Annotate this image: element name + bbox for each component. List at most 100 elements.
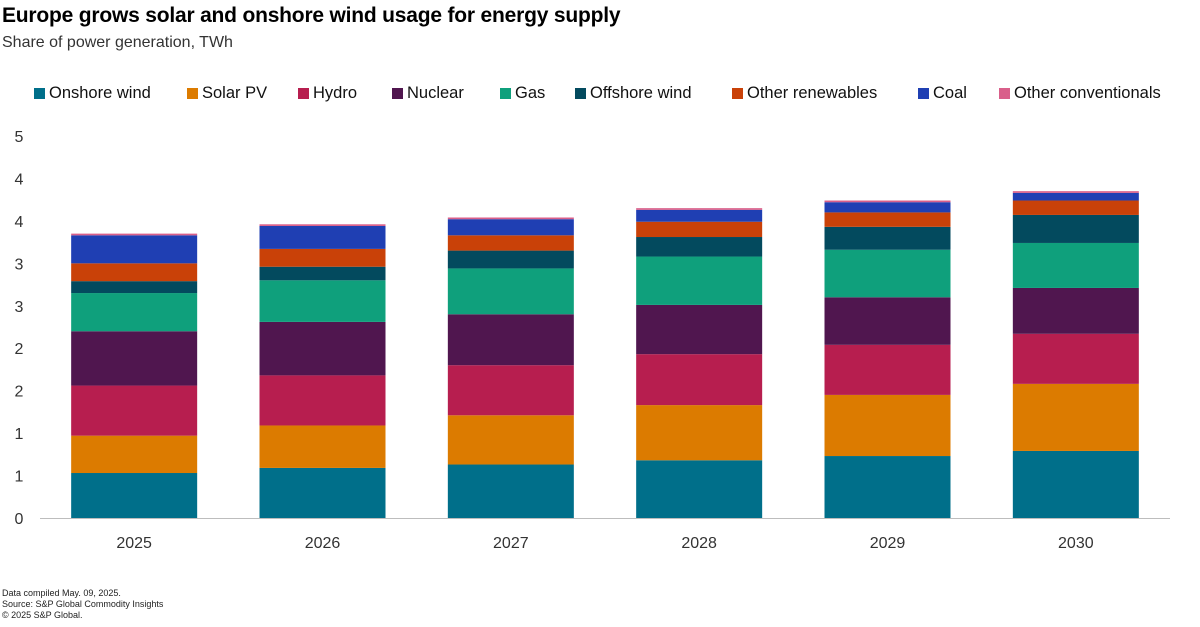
bar-segment-other-renewables (447, 235, 574, 251)
bar-segment-gas (71, 293, 198, 332)
bar-segment-solar-pv (447, 415, 574, 465)
bar-segment-other-conventionals (636, 208, 763, 210)
bar-segment-onshore-wind (824, 456, 951, 518)
legend-swatch (34, 88, 45, 99)
bar-segment-coal (824, 202, 951, 213)
bar-segment-coal (636, 209, 763, 222)
legend-label: Nuclear (407, 84, 464, 102)
bar-segment-other-conventionals (259, 224, 386, 226)
bar-segment-nuclear (824, 297, 951, 345)
bar-segment-other-conventionals (1012, 191, 1139, 193)
legend-item-coal: Coal (918, 84, 967, 103)
bar-segment-onshore-wind (71, 473, 198, 518)
y-tick-label: 4 (15, 171, 24, 188)
legend-swatch (999, 88, 1010, 99)
bar-segment-solar-pv (71, 435, 198, 474)
footer-copyright: © 2025 S&P Global. (2, 610, 83, 620)
bar-segment-nuclear (1012, 287, 1139, 334)
bar-segment-nuclear (71, 331, 198, 386)
bar-segment-other-renewables (71, 263, 198, 282)
bar-segment-hydro (259, 375, 386, 426)
bar-segment-solar-pv (636, 405, 763, 461)
legend-item-other-conventionals: Other conventionals (999, 84, 1161, 103)
bar-segment-gas (824, 249, 951, 298)
bar-segment-other-conventionals (824, 200, 951, 203)
stacked-bar-chart: 0 1 1 2 2 3 3 4 4 5 2025 2026 2027 2028 2029 2030 (15, 129, 1170, 552)
legend-swatch (575, 88, 586, 99)
chart-legend: Onshore wind Solar PV Hydro Nuclear Gas … (0, 84, 1200, 104)
bar-segment-hydro (636, 354, 763, 406)
legend-item-gas: Gas (500, 84, 545, 103)
legend-swatch (298, 88, 309, 99)
legend-swatch (732, 88, 743, 99)
bar-segment-offshore-wind (636, 237, 763, 257)
legend-label: Offshore wind (590, 84, 692, 102)
legend-item-offshore-wind: Offshore wind (575, 84, 692, 103)
x-tick-label: 2028 (681, 535, 717, 552)
legend-swatch (918, 88, 929, 99)
bar-segment-nuclear (447, 314, 574, 366)
y-tick-label: 2 (15, 341, 24, 358)
bar-segment-onshore-wind (1012, 450, 1139, 518)
legend-item-nuclear: Nuclear (392, 84, 464, 103)
bar-segment-gas (447, 268, 574, 315)
chart-footer: Data compiled May. 09, 2025. Source: S&P… (2, 588, 163, 621)
bar-segment-other-renewables (636, 221, 763, 238)
bar-segment-gas (1012, 242, 1139, 288)
legend-swatch (500, 88, 511, 99)
bar-segment-gas (636, 256, 763, 305)
bar-segment-offshore-wind (824, 226, 951, 250)
x-tick-label: 2027 (493, 535, 529, 552)
x-tick-label: 2029 (870, 535, 906, 552)
bar-segment-other-renewables (824, 212, 951, 227)
footer-compiled: Data compiled May. 09, 2025. (2, 588, 121, 598)
legend-label: Hydro (313, 84, 358, 102)
y-tick-label: 0 (15, 511, 24, 528)
y-tick-label: 1 (15, 469, 24, 486)
bar-segment-other-conventionals (71, 233, 198, 236)
legend-label: Other conventionals (1014, 84, 1161, 102)
y-tick-label: 1 (15, 426, 24, 443)
bar-segment-other-conventionals (447, 217, 574, 220)
y-tick-label: 4 (15, 214, 24, 231)
bar-segment-coal (71, 235, 198, 264)
bar-segment-offshore-wind (259, 266, 386, 281)
chart-subtitle: Share of power generation, TWh (2, 34, 233, 51)
bar-segment-solar-pv (259, 425, 386, 468)
y-tick-label: 5 (15, 129, 24, 146)
bar-segment-onshore-wind (636, 460, 763, 518)
bar-segment-offshore-wind (1012, 214, 1139, 243)
x-tick-label: 2026 (305, 535, 341, 552)
legend-label: Solar PV (202, 84, 268, 102)
legend-item-hydro: Hydro (298, 84, 357, 103)
bar-segment-onshore-wind (447, 464, 574, 518)
bar-segment-nuclear (636, 304, 763, 355)
bar-segment-other-renewables (1012, 200, 1139, 215)
bar-segment-nuclear (259, 321, 386, 376)
bar-segment-other-renewables (259, 248, 386, 267)
y-tick-label: 3 (15, 256, 24, 273)
footer-source: Source: S&P Global Commodity Insights (2, 599, 164, 609)
legend-item-other-renewables: Other renewables (732, 84, 877, 103)
x-tick-label: 2025 (116, 535, 152, 552)
bar-segment-solar-pv (824, 394, 951, 457)
legend-label: Coal (933, 84, 967, 102)
bar-segment-hydro (824, 344, 951, 395)
y-tick-label: 2 (15, 384, 24, 401)
legend-label: Other renewables (747, 84, 878, 102)
bar-segment-offshore-wind (71, 281, 198, 294)
bar-segment-offshore-wind (447, 250, 574, 269)
bar-segment-onshore-wind (259, 467, 386, 518)
x-tick-label: 2030 (1058, 535, 1094, 552)
y-tick-label: 3 (15, 299, 24, 316)
bar-segment-coal (259, 225, 386, 249)
bar-segment-solar-pv (1012, 383, 1139, 451)
bar-segment-hydro (1012, 333, 1139, 384)
bar-segment-coal (447, 219, 574, 236)
bar-segment-coal (1012, 192, 1139, 201)
bar-segment-gas (259, 280, 386, 322)
legend-label: Onshore wind (49, 84, 151, 102)
legend-swatch (392, 88, 403, 99)
legend-swatch (187, 88, 198, 99)
legend-label: Gas (515, 84, 546, 102)
